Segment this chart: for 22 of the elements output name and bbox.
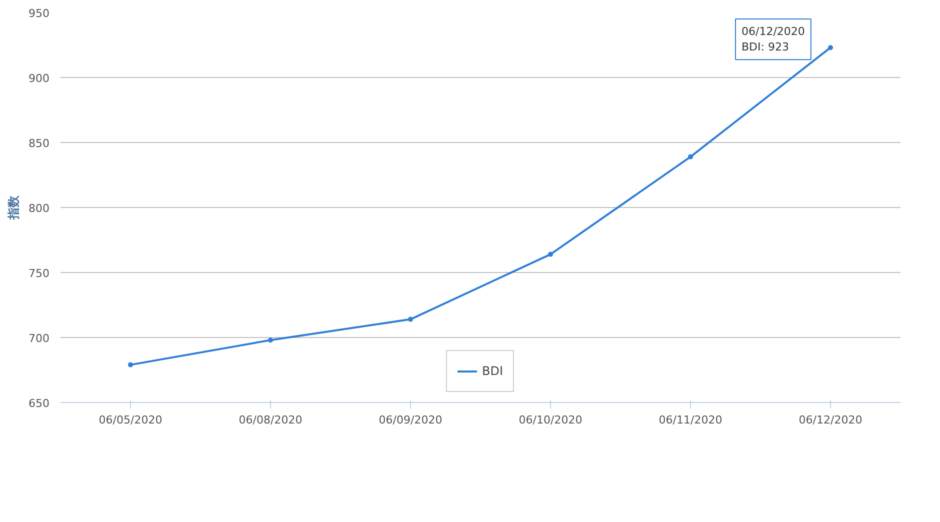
x-tick-label: 06/09/2020 (378, 414, 442, 426)
y-axis-title: 指数 (6, 194, 21, 220)
x-tick-label: 06/10/2020 (518, 414, 582, 426)
y-tick-label: 850 (28, 137, 50, 150)
x-tick-label: 06/08/2020 (238, 414, 302, 426)
point (688, 154, 693, 160)
point (408, 316, 413, 322)
y-tick-label: 950 (28, 7, 50, 20)
y-tick-label: 900 (28, 72, 50, 85)
annotation: 06/12/2020 BDI: 923 (742, 25, 805, 54)
y-tick-label: 650 (28, 397, 50, 410)
y-tick-label: 700 (28, 332, 50, 345)
x-tick-label: 06/12/2020 (798, 414, 862, 426)
y-tick-label: 750 (28, 267, 50, 280)
point (828, 45, 833, 50)
x-tick-label: 06/05/2020 (98, 414, 162, 426)
point (128, 362, 133, 368)
point (548, 252, 553, 257)
x-tick-label: 06/11/2020 (658, 414, 722, 426)
y-tick-label: 800 (28, 202, 50, 215)
point (268, 338, 273, 343)
legend-label: BDI (482, 364, 504, 378)
